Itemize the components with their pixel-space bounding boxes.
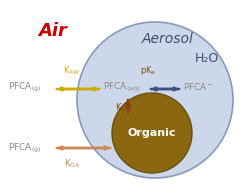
Text: Aerosol: Aerosol — [142, 32, 194, 46]
Text: pK$_{\mathregular{a}}$: pK$_{\mathregular{a}}$ — [140, 64, 156, 77]
Circle shape — [77, 22, 233, 178]
Text: PFCA$_{\mathregular{(g)}}$: PFCA$_{\mathregular{(g)}}$ — [8, 141, 42, 155]
Text: PFCA$_{\mathregular{(g)}}$: PFCA$_{\mathregular{(g)}}$ — [8, 81, 42, 94]
Circle shape — [112, 93, 192, 173]
Text: H₂O: H₂O — [195, 52, 219, 65]
Text: K$_{\mathregular{OW}}$: K$_{\mathregular{OW}}$ — [115, 102, 133, 114]
Text: K$_{\mathregular{AW}}$: K$_{\mathregular{AW}}$ — [63, 64, 81, 77]
Text: K$_{\mathregular{OA}}$: K$_{\mathregular{OA}}$ — [64, 158, 80, 170]
Text: Organic: Organic — [128, 128, 176, 138]
Text: Air: Air — [38, 22, 67, 40]
Text: PFCA$^{-}$: PFCA$^{-}$ — [183, 81, 213, 92]
Text: PFCA$_{\mathregular{(aq)}}$: PFCA$_{\mathregular{(aq)}}$ — [103, 81, 140, 94]
